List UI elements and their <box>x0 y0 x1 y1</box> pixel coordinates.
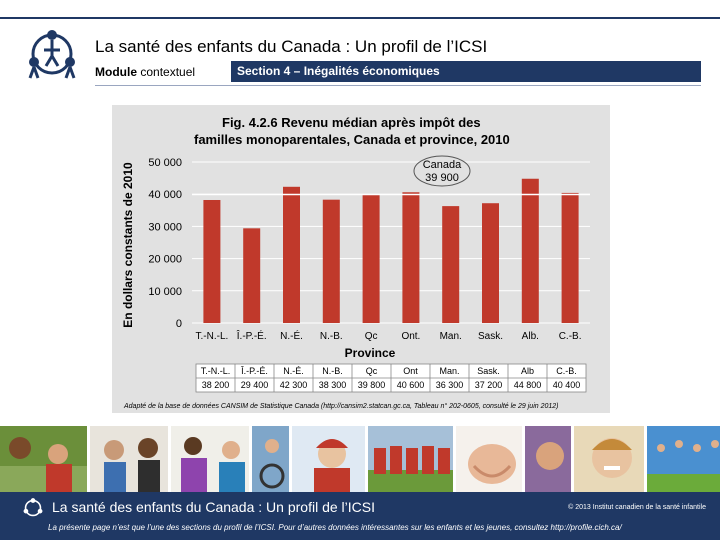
x-tick-label: Sask. <box>478 331 503 342</box>
module-label-bold: Module <box>95 65 137 79</box>
bar-N.-É. <box>283 186 300 323</box>
table-header-cell: Qc <box>366 366 378 376</box>
photo-strip <box>0 426 720 492</box>
y-tick-label: 20 000 <box>148 254 182 266</box>
top-rule <box>0 17 720 19</box>
y-tick-label: 10 000 <box>148 286 182 298</box>
photo-winter-5 <box>291 426 366 492</box>
module-label-rest: contextuel <box>140 65 196 79</box>
x-tick-label: N.-É. <box>280 329 303 342</box>
canada-callout <box>413 155 471 187</box>
bar-Î.-P.-É. <box>243 228 261 323</box>
table-header-cell: Man. <box>439 366 459 376</box>
table-value-cell: 38 200 <box>202 380 230 390</box>
x-tick-label: Qc <box>365 331 378 342</box>
photo-soccer-6 <box>368 426 453 492</box>
photo-family-2 <box>90 426 169 492</box>
y-tick-label: 50 000 <box>148 157 182 169</box>
page-title: La santé des enfants du Canada : Un prof… <box>95 37 488 56</box>
x-tick-label: T.-N.-L. <box>196 331 229 342</box>
photo-pregnancy-7 <box>455 426 522 492</box>
table-value-cell: 29 400 <box>241 380 269 390</box>
footer-note: La présente page n’est que l’une des sec… <box>48 523 622 532</box>
chart-title-line1: Fig. 4.2.6 Revenu médian après impôt des <box>222 115 481 130</box>
table-header-cell: Î.-P.-É. <box>240 366 268 376</box>
table-header-cell: N.-B. <box>322 366 343 376</box>
table-header-cell: C.-B. <box>556 366 577 376</box>
bar-T.-N.-L. <box>203 199 221 323</box>
y-tick-label: 0 <box>176 318 182 330</box>
module-label: Module contextuel <box>95 65 195 79</box>
bar-C.-B. <box>561 192 579 323</box>
footer-copyright: © 2013 Institut canadien de la santé inf… <box>568 504 706 511</box>
bar-Alb. <box>521 178 539 323</box>
x-tick-label: N.-B. <box>320 331 343 342</box>
x-tick-label: C.-B. <box>559 331 582 342</box>
section-banner: Section 4 – Inégalités économiques <box>231 61 701 82</box>
bar-chart: Fig. 4.2.6 Revenu médian après impôt des… <box>121 115 590 410</box>
bar-Ont. <box>402 192 420 323</box>
footer-logo-icon <box>23 498 43 517</box>
photo-jumping-10 <box>646 426 720 492</box>
table-value-cell: 40 600 <box>397 380 425 390</box>
canada-callout-label: Canada <box>423 159 462 171</box>
header-rule <box>95 85 701 86</box>
bar-Qc <box>362 194 380 323</box>
footer-title: La santé des enfants du Canada : Un prof… <box>52 499 375 515</box>
x-tick-label: Ont. <box>401 331 420 342</box>
bar-Man. <box>442 206 460 323</box>
y-tick-label: 30 000 <box>148 221 182 233</box>
table-value-cell: 36 300 <box>436 380 464 390</box>
top-bar <box>0 0 720 17</box>
table-header-cell: Alb <box>521 366 534 376</box>
x-tick-label: Man. <box>440 331 462 342</box>
table-value-cell: 39 800 <box>358 380 386 390</box>
photo-children-3 <box>171 426 250 492</box>
cich-logo-icon <box>28 30 76 79</box>
table-value-cell: 42 300 <box>280 380 308 390</box>
chart-title-line2: familles monoparentales, Canada et provi… <box>194 132 510 147</box>
photo-wheelchair-4 <box>252 426 289 492</box>
canada-callout-value: 39 900 <box>425 172 459 184</box>
photo-family-1 <box>0 426 88 492</box>
table-header-cell: Ont <box>403 366 418 376</box>
table-header-cell: T.-N.-L. <box>201 366 231 376</box>
bar-N.-B. <box>322 199 340 323</box>
table-value-cell: 38 300 <box>319 380 347 390</box>
chart-source: Adapté de la base de données CANSIM de S… <box>123 402 559 410</box>
x-tick-label: Î.-P.-É. <box>236 329 267 342</box>
chart-panel: Fig. 4.2.6 Revenu médian après impôt des… <box>112 105 610 413</box>
table-value-cell: 37 200 <box>475 380 503 390</box>
table-header-cell: N.-É. <box>283 366 304 376</box>
photo-child-8 <box>524 426 571 492</box>
table-header-cell: Sask. <box>477 366 500 376</box>
y-tick-label: 40 000 <box>148 189 182 201</box>
y-axis-label: En dollars constants de 2010 <box>121 162 135 328</box>
bar-Sask. <box>482 203 499 323</box>
x-tick-label: Alb. <box>522 331 539 342</box>
x-axis-label: Province <box>345 346 396 360</box>
table-value-cell: 44 800 <box>514 380 542 390</box>
table-value-cell: 40 400 <box>553 380 581 390</box>
photo-child-9 <box>573 426 644 492</box>
footer-bar: La santé des enfants du Canada : Un prof… <box>0 492 720 540</box>
